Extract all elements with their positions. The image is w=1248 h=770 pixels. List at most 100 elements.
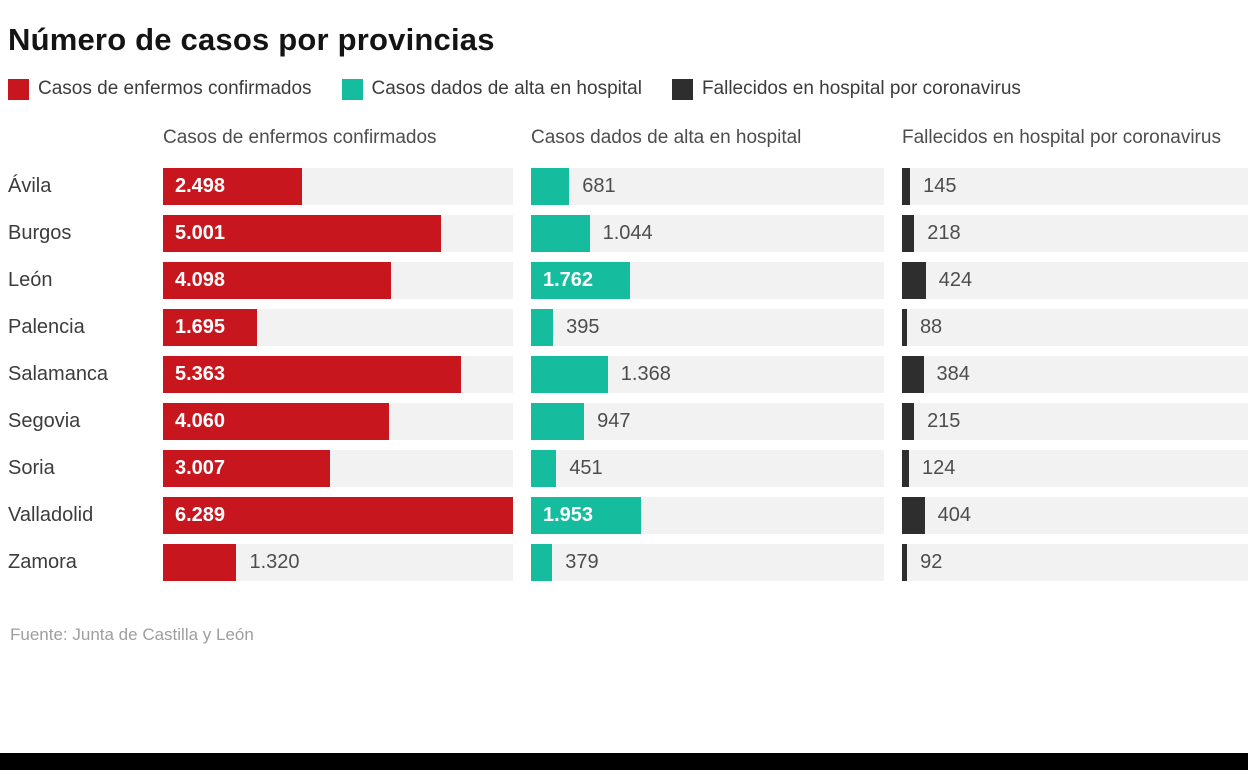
bar-value: 395 xyxy=(566,315,600,338)
bar xyxy=(902,214,915,252)
bar xyxy=(531,355,608,393)
bar xyxy=(531,214,590,252)
bar-track: 5.001 xyxy=(163,214,513,252)
row-label: Burgos xyxy=(8,221,72,244)
bar-value: 424 xyxy=(938,268,973,291)
bar: 2.498 xyxy=(163,167,303,205)
bar-track: 218 xyxy=(902,214,1248,252)
bar: 5.001 xyxy=(163,214,442,252)
bar-value: 4.060 xyxy=(175,409,226,432)
bar-track: 1.368 xyxy=(531,355,884,393)
row-label: Palencia xyxy=(8,315,85,338)
bar-value: 88 xyxy=(919,315,943,338)
bar: 1.762 xyxy=(531,261,630,299)
bar-value: 379 xyxy=(565,550,599,573)
bar-value: 4.098 xyxy=(175,268,226,291)
bar-track: 145 xyxy=(902,167,1248,205)
bar-track: 1.953 xyxy=(531,496,884,534)
bar: 6.289 xyxy=(163,496,513,534)
bar-track: 395 xyxy=(531,308,884,346)
bar-value: 145 xyxy=(923,174,957,197)
bar xyxy=(902,402,915,440)
bar-track: 1.044 xyxy=(531,214,884,252)
column-header: Casos dados de alta en hospital xyxy=(531,127,802,148)
legend-label: Casos de enfermos confirmados xyxy=(38,78,312,99)
bar xyxy=(902,496,925,534)
bar-value: 1.762 xyxy=(543,268,594,291)
bar-value: 1.953 xyxy=(543,503,594,526)
legend-item: Casos de enfermos confirmados xyxy=(8,78,312,100)
bar-track: 1.762 xyxy=(531,261,884,299)
bar: 1.953 xyxy=(531,496,641,534)
bar xyxy=(902,355,924,393)
legend-swatch-icon xyxy=(341,78,363,100)
bar-track: 1.695 xyxy=(163,308,513,346)
bar xyxy=(902,308,907,346)
row-label: Valladolid xyxy=(8,503,94,526)
source-note: Fuente: Junta de Castilla y León xyxy=(10,624,254,644)
bar-track: 215 xyxy=(902,402,1248,440)
bar-value: 2.498 xyxy=(175,174,226,197)
legend-item: Casos dados de alta en hospital xyxy=(341,78,642,100)
bar: 4.098 xyxy=(163,261,392,299)
legend-swatch-icon xyxy=(671,78,693,100)
bar xyxy=(902,261,926,299)
bar-chart: Casos de enfermos confirmados Casos dados… xyxy=(8,126,1248,581)
bar-track: 379 xyxy=(531,543,884,581)
bar-track: 88 xyxy=(902,308,1248,346)
bar-track: 451 xyxy=(531,449,884,487)
bar-value: 1.368 xyxy=(620,362,671,385)
bar-track: 3.007 xyxy=(163,449,513,487)
bar: 1.695 xyxy=(163,308,258,346)
bar-track: 5.363 xyxy=(163,355,513,393)
bottom-black-bar xyxy=(0,753,1248,770)
bar: 5.363 xyxy=(163,355,462,393)
bar xyxy=(902,543,908,581)
legend-label: Casos dados de alta en hospital xyxy=(371,78,642,99)
bar-value: 384 xyxy=(936,362,970,385)
column-header: Casos de enfermos confirmados xyxy=(163,127,437,148)
column-header: Fallecidos en hospital por coronavirus xyxy=(902,127,1221,148)
bar-value: 947 xyxy=(597,409,631,432)
bar-track: 6.289 xyxy=(163,496,513,534)
bar-track: 2.498 xyxy=(163,167,513,205)
bar-value: 92 xyxy=(920,550,943,573)
bar-track: 681 xyxy=(531,167,884,205)
row-label: Soria xyxy=(8,456,55,479)
bar-value: 1.320 xyxy=(249,550,300,573)
bar-value: 5.363 xyxy=(175,362,226,385)
bar-value: 5.001 xyxy=(175,221,226,244)
bar-track: 124 xyxy=(902,449,1248,487)
bar-track: 92 xyxy=(902,543,1248,581)
bar: 4.060 xyxy=(163,402,389,440)
row-label: Segovia xyxy=(8,409,81,432)
legend-label: Fallecidos en hospital por coronavirus xyxy=(701,78,1021,99)
bar-value: 1.695 xyxy=(175,315,226,338)
bar-track: 404 xyxy=(902,496,1248,534)
bar xyxy=(531,402,585,440)
legend-item: Fallecidos en hospital por coronavirus xyxy=(671,78,1021,100)
bar xyxy=(531,167,570,205)
row-label: Ávila xyxy=(8,174,52,197)
bar-value: 218 xyxy=(927,221,961,244)
row-label: Salamanca xyxy=(8,362,109,385)
bar-track: 424 xyxy=(902,261,1248,299)
bar xyxy=(531,449,557,487)
bar-value: 215 xyxy=(927,409,961,432)
bar-track: 384 xyxy=(902,355,1248,393)
bar xyxy=(531,543,553,581)
bar-value: 681 xyxy=(582,174,616,197)
bar-track: 947 xyxy=(531,402,884,440)
bar xyxy=(531,308,554,346)
bar: 3.007 xyxy=(163,449,331,487)
chart-title: Número de casos por provincias xyxy=(8,22,495,57)
legend-swatch-icon xyxy=(8,78,29,100)
bar xyxy=(902,449,909,487)
bar xyxy=(163,543,237,581)
row-label: León xyxy=(8,268,53,291)
bar-value: 3.007 xyxy=(175,456,226,479)
row-label: Zamora xyxy=(8,550,77,573)
bar-value: 1.044 xyxy=(602,221,653,244)
bar-track: 1.320 xyxy=(163,543,513,581)
bar-value: 6.289 xyxy=(175,503,226,526)
